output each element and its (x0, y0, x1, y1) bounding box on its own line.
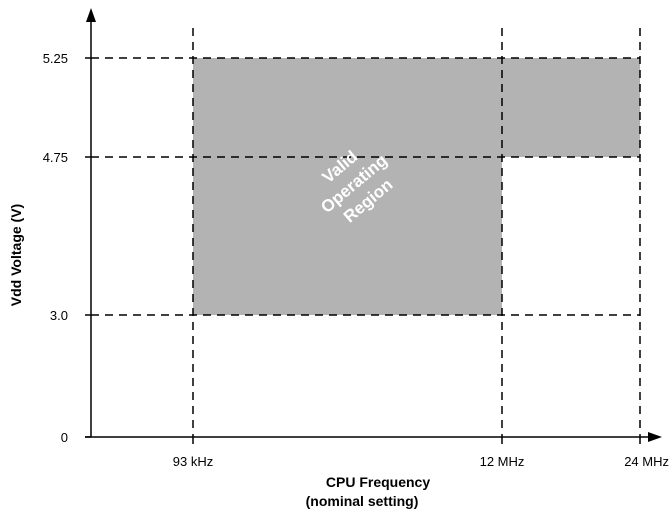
y-axis-title: Vdd Voltage (V) (8, 204, 24, 306)
ticks-group: 0 3.0 4.75 5.25 93 kHz 12 MHz 24 MHz (43, 51, 669, 469)
x-axis-title: CPU Frequency (326, 474, 430, 490)
x-tick-label-12-mhz: 12 MHz (480, 454, 525, 469)
x-tick-label-24-mhz: 24 MHz (624, 454, 669, 469)
x-axis-subtitle: (nominal setting) (306, 493, 419, 509)
y-tick-label-4-75: 4.75 (43, 150, 68, 165)
x-tick-label-93-khz: 93 kHz (173, 454, 213, 469)
valid-region-2 (502, 58, 640, 157)
gridlines-group (91, 28, 641, 437)
y-axis-arrow (86, 8, 96, 22)
y-tick-label-5-25: 5.25 (43, 51, 68, 66)
y-tick-label-0: 0 (61, 430, 68, 445)
x-axis-arrow (648, 432, 662, 442)
valid-region-1 (193, 58, 502, 315)
y-tick-label-3-0: 3.0 (50, 308, 68, 323)
regions-group (193, 58, 640, 315)
